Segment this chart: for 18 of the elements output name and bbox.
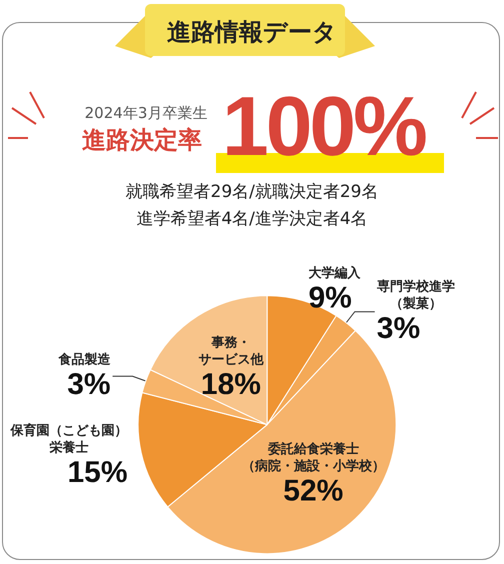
data-label: 15% [67,456,128,489]
slice-label: 事務・サービス他 [198,334,264,367]
slice-label: 専門学校進学（製菓） [376,278,455,311]
slice-label: 委託給食栄養士（病院・施設・小学校） [242,440,385,473]
data-label: 18% [200,368,261,402]
slice-label: 大学編入 [308,264,362,280]
text: 就職希望者29名/就職決定者29名 [124,181,380,203]
slice-label: 保育園（こども園）栄養士 [10,422,128,454]
text: 100% [222,78,425,175]
text: 進学希望者4名/進学決定者4名 [135,208,369,230]
slice-label: 食品製造 [58,352,112,367]
text: 2024年3月卒業生 [84,104,208,123]
data-label: 9% [308,281,352,314]
chart-title: 進路情報データ [166,17,338,48]
data-label: 3% [376,312,420,346]
text: 進路決定率 [81,125,203,156]
data-label: 52% [283,474,344,508]
data-label: 3% [67,368,111,402]
